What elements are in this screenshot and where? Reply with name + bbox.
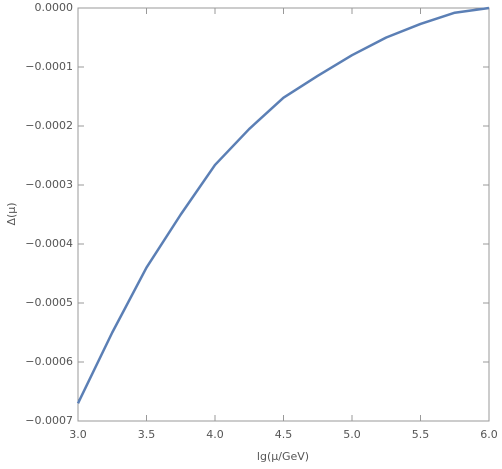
y-tick-label: −0.0004 [25,237,73,250]
x-tick-label: 6.0 [480,428,498,441]
plot-frame [77,7,490,422]
x-tick-label: 4.0 [206,428,224,441]
y-tick-label: 0.0000 [35,1,74,14]
y-tick-label: −0.0001 [25,60,73,73]
data-line [76,6,490,404]
y-tick-label: −0.0002 [25,119,73,132]
y-tick-label: −0.0007 [25,414,73,427]
x-tick-label: 3.5 [138,428,156,441]
x-tick-label: 5.0 [343,428,361,441]
x-tick-label: 3.0 [69,428,87,441]
y-tick-label: −0.0006 [25,355,73,368]
x-axis-label: lg(μ/GeV) [257,450,309,463]
y-tick-label: −0.0005 [25,296,73,309]
x-tick-label: 4.5 [275,428,293,441]
y-tick-label: −0.0003 [25,178,73,191]
x-tick-label: 5.5 [412,428,430,441]
y-axis-label: Δ(μ) [5,202,18,225]
